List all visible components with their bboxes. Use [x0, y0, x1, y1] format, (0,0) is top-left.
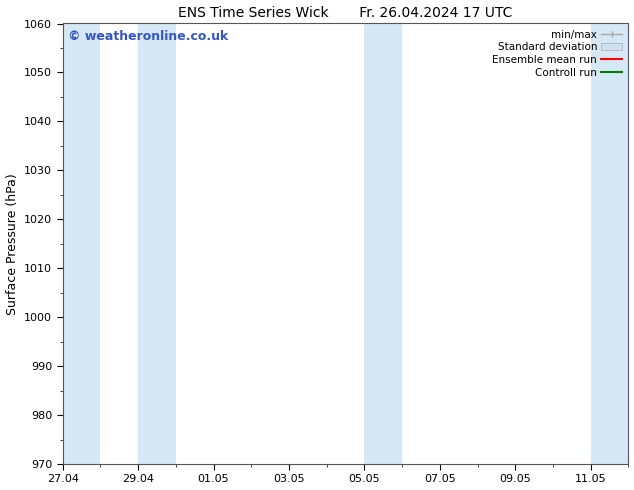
Text: © weatheronline.co.uk: © weatheronline.co.uk [68, 30, 229, 43]
Bar [591, 24, 628, 464]
Bar [63, 24, 100, 464]
Bar [138, 24, 176, 464]
Legend: min/max, Standard deviation, Ensemble mean run, Controll run: min/max, Standard deviation, Ensemble me… [488, 25, 626, 82]
Bar [365, 24, 402, 464]
Title: ENS Time Series Wick       Fr. 26.04.2024 17 UTC: ENS Time Series Wick Fr. 26.04.2024 17 U… [178, 5, 513, 20]
Y-axis label: Surface Pressure (hPa): Surface Pressure (hPa) [6, 173, 18, 315]
